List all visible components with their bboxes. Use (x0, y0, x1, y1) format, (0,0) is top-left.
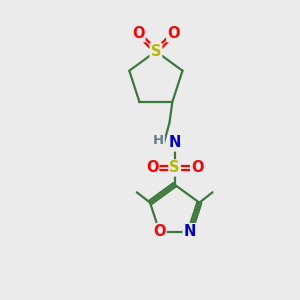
Text: O: O (191, 160, 204, 175)
Text: S: S (151, 44, 161, 59)
Text: O: O (153, 224, 166, 239)
Text: S: S (169, 160, 180, 175)
Text: O: O (132, 26, 145, 41)
Text: O: O (146, 160, 158, 175)
Text: H: H (153, 134, 164, 147)
Text: N: N (184, 224, 196, 239)
Text: N: N (169, 135, 181, 150)
Text: O: O (167, 26, 180, 41)
